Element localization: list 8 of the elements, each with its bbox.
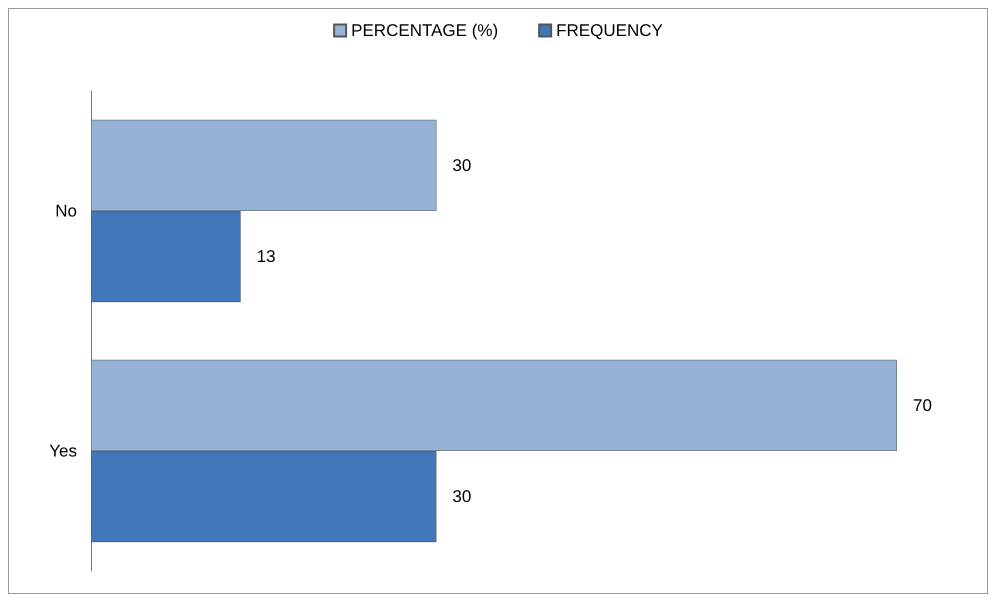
y-tick-label: Yes	[49, 442, 77, 460]
y-tick-label: No	[55, 202, 77, 220]
data-label: 70	[913, 396, 932, 415]
legend-label: FREQUENCY	[556, 21, 663, 40]
data-label: 13	[256, 247, 276, 266]
legend-label: PERCENTAGE (%)	[351, 21, 498, 40]
data-label: 30	[452, 156, 472, 175]
data-label: 30	[452, 487, 472, 506]
